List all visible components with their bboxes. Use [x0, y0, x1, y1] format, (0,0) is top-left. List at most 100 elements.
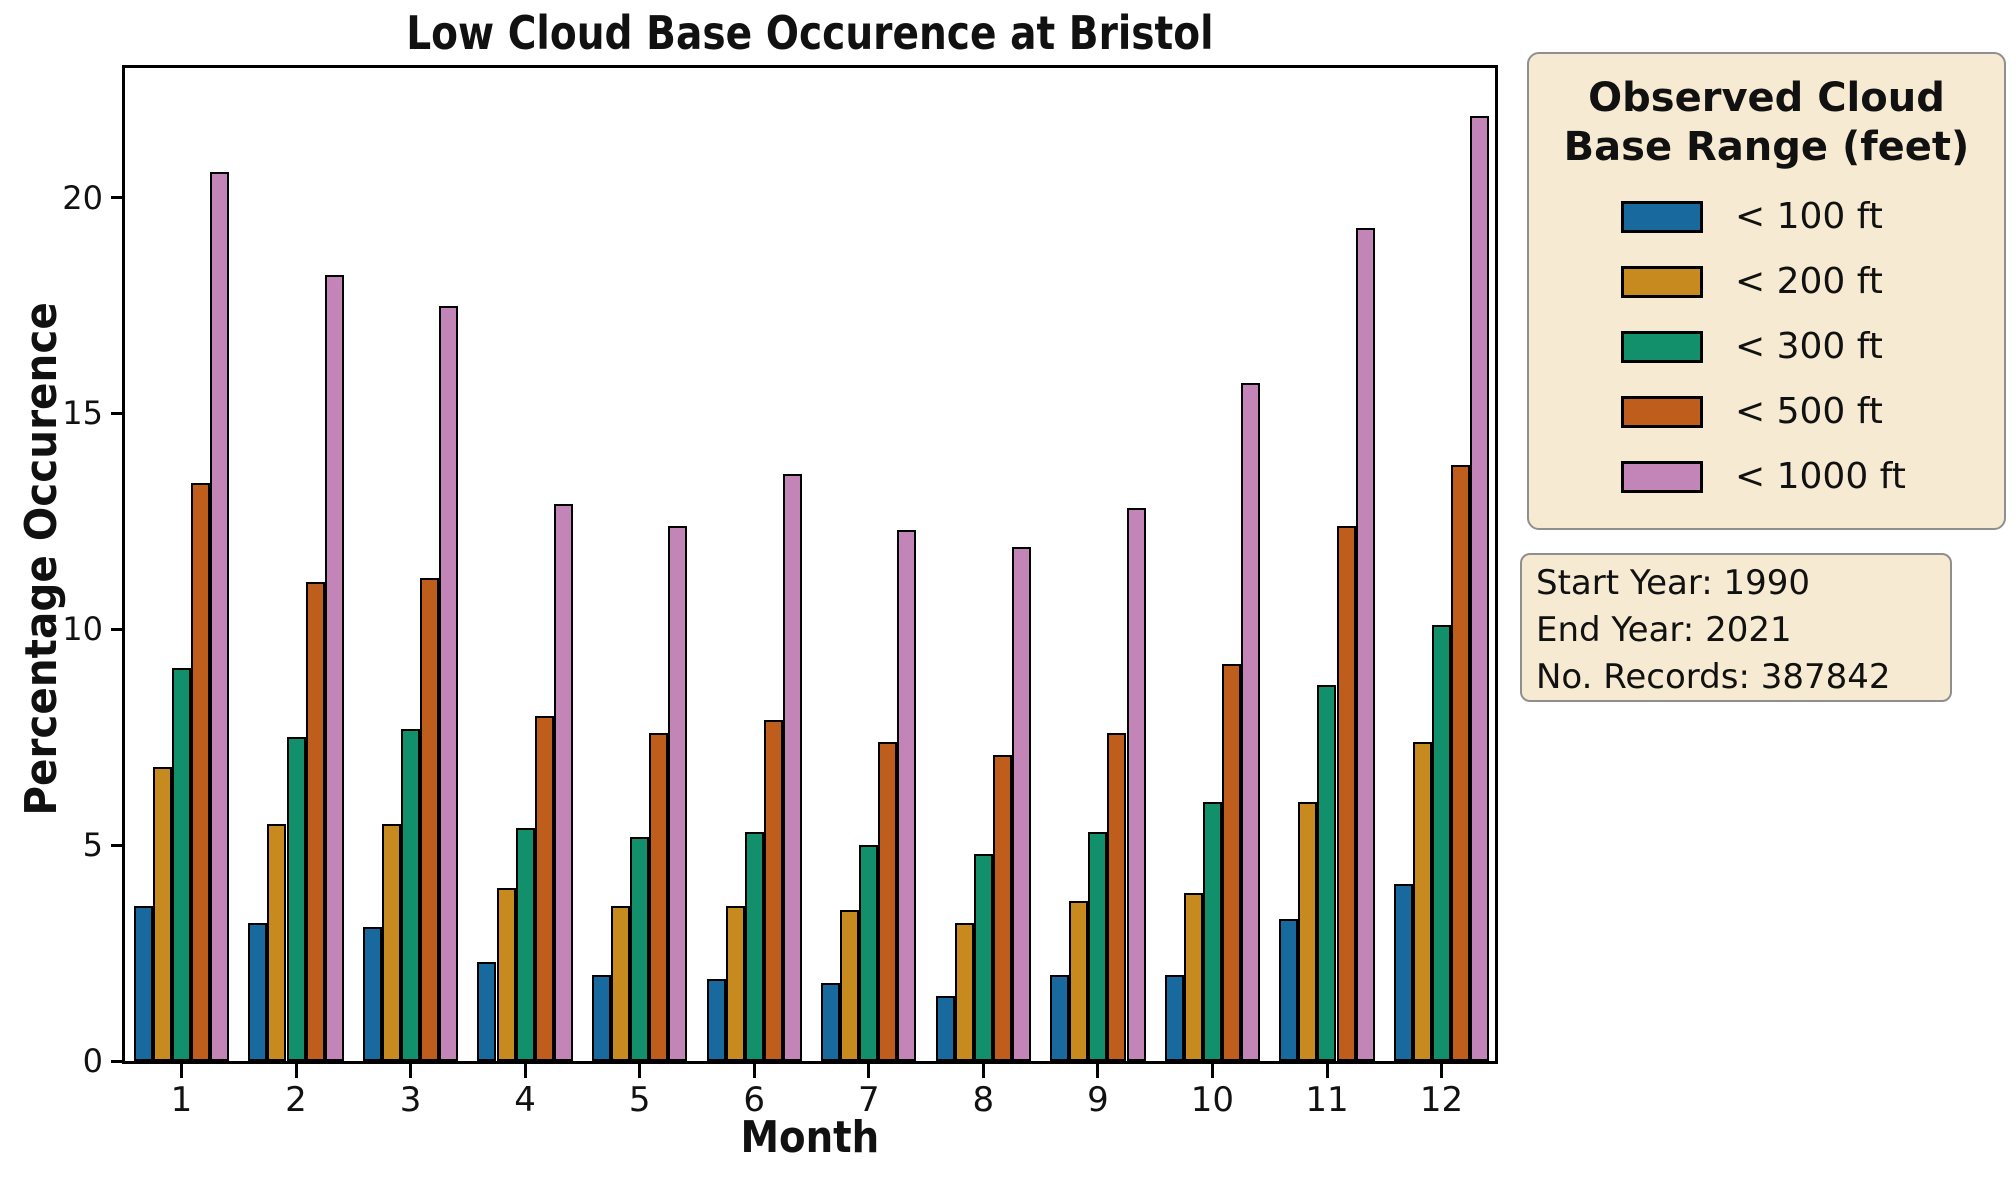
- bar-month6-100ft: [706, 979, 726, 1061]
- x-tick-label-3: 3: [399, 1080, 422, 1120]
- bar-month7-100ft: [821, 983, 841, 1061]
- bar-month12-300ft: [1431, 624, 1451, 1061]
- bar-month1-200ft: [152, 767, 172, 1061]
- x-tick-mark-6: [752, 1064, 756, 1078]
- info-start-year: Start Year: 1990: [1536, 563, 1811, 603]
- bar-month4-500ft: [534, 715, 554, 1061]
- x-tick-label-6: 6: [743, 1080, 765, 1120]
- legend-title: Observed Cloud Base Range (feet): [1529, 74, 2004, 172]
- x-tick-label-4: 4: [514, 1080, 536, 1120]
- bar-month1-300ft: [172, 668, 192, 1061]
- bar-month11-500ft: [1336, 525, 1356, 1061]
- bar-month5-500ft: [649, 732, 669, 1061]
- bar-month2-1000ft: [324, 275, 344, 1061]
- x-tick-mark-5: [638, 1064, 642, 1078]
- bar-month10-1000ft: [1241, 383, 1261, 1061]
- y-tick-label-20: 20: [62, 178, 103, 217]
- legend-label: < 100 ft: [1735, 196, 1883, 237]
- legend-label: < 1000 ft: [1735, 456, 1906, 497]
- info-box: Start Year: 1990 End Year: 2021 No. Reco…: [1520, 553, 1952, 702]
- bar-month2-300ft: [286, 737, 306, 1061]
- bar-month5-1000ft: [668, 525, 688, 1061]
- bar-month11-300ft: [1317, 685, 1337, 1061]
- x-tick-mark-12: [1440, 1064, 1443, 1078]
- y-tick-mark-20: [111, 196, 125, 199]
- x-tick-mark-10: [1210, 1064, 1214, 1078]
- bar-month12-100ft: [1393, 884, 1413, 1061]
- bar-month6-300ft: [744, 832, 764, 1061]
- legend-row-300ft: < 300 ft: [1529, 314, 2004, 379]
- y-axis-label-text: Percentage Occurence: [16, 302, 67, 816]
- legend-row-500ft: < 500 ft: [1529, 379, 2004, 444]
- info-num-records: No. Records: 387842: [1536, 657, 1891, 697]
- chart-title: Low Cloud Base Occurence at Bristol: [122, 6, 1498, 60]
- bar-month6-200ft: [725, 905, 745, 1061]
- bar-month12-500ft: [1451, 465, 1471, 1061]
- bar-month9-500ft: [1107, 732, 1127, 1061]
- x-tick-label-9: 9: [1087, 1080, 1109, 1120]
- legend-swatch-icon: [1621, 460, 1703, 493]
- x-tick-label-11: 11: [1305, 1080, 1349, 1120]
- legend-swatch-icon: [1621, 395, 1703, 428]
- legend-label: < 200 ft: [1735, 261, 1883, 302]
- y-tick-mark-15: [111, 411, 125, 415]
- x-tick-label-8: 8: [972, 1080, 995, 1120]
- bar-month2-200ft: [267, 823, 287, 1061]
- bar-month10-100ft: [1164, 974, 1184, 1061]
- bar-month11-100ft: [1279, 918, 1299, 1061]
- bar-month7-500ft: [878, 741, 898, 1061]
- legend-label: < 500 ft: [1735, 391, 1883, 432]
- bar-month12-200ft: [1412, 741, 1432, 1061]
- legend-label: < 300 ft: [1735, 326, 1883, 367]
- bar-month3-500ft: [420, 577, 440, 1061]
- bar-month10-500ft: [1222, 663, 1242, 1061]
- bar-month4-100ft: [477, 961, 497, 1061]
- bar-month10-300ft: [1202, 802, 1222, 1061]
- legend-entries: < 100 ft < 200 ft < 300 ft < 500 ft < 1000 f…: [1529, 184, 2004, 509]
- x-tick-mark-3: [409, 1064, 413, 1078]
- bar-month8-500ft: [992, 754, 1012, 1061]
- bar-month8-1000ft: [1012, 547, 1032, 1061]
- bar-month11-1000ft: [1355, 227, 1375, 1061]
- y-tick-label-5: 5: [82, 826, 103, 865]
- bar-month5-300ft: [630, 836, 650, 1061]
- bar-month6-500ft: [763, 719, 783, 1061]
- bar-month4-300ft: [515, 827, 535, 1061]
- bar-month7-300ft: [859, 845, 879, 1061]
- bar-month9-300ft: [1088, 832, 1108, 1061]
- legend-row-200ft: < 200 ft: [1529, 249, 2004, 314]
- bar-month6-1000ft: [782, 473, 802, 1061]
- plot-area: [122, 65, 1498, 1064]
- legend-title-line2: Base Range (feet): [1563, 124, 1970, 170]
- legend-title-line1: Observed Cloud: [1588, 75, 1945, 121]
- x-tick-label-1: 1: [170, 1080, 193, 1120]
- bar-month8-100ft: [935, 996, 955, 1061]
- x-tick-label-2: 2: [285, 1080, 307, 1120]
- y-tick-mark-10: [111, 627, 125, 631]
- bar-month12-1000ft: [1470, 115, 1490, 1061]
- bar-month3-200ft: [381, 823, 401, 1061]
- legend-box: Observed Cloud Base Range (feet) < 100 f…: [1527, 52, 2006, 530]
- y-tick-label-0: 0: [82, 1042, 103, 1080]
- bar-month9-1000ft: [1126, 508, 1146, 1061]
- y-tick-label-15: 15: [62, 394, 103, 433]
- x-tick-mark-7: [867, 1064, 871, 1078]
- bar-month3-1000ft: [439, 305, 459, 1061]
- bar-month5-200ft: [611, 905, 631, 1061]
- y-axis-label: Percentage Occurence: [16, 259, 67, 859]
- legend-row-1000ft: < 1000 ft: [1529, 444, 2004, 509]
- x-axis-label: Month: [122, 1112, 1498, 1163]
- bar-month8-200ft: [954, 922, 974, 1061]
- x-tick-label-7: 7: [857, 1080, 880, 1120]
- bar-month9-100ft: [1050, 974, 1070, 1061]
- y-tick-label-10: 10: [62, 610, 103, 649]
- x-tick-mark-2: [294, 1064, 298, 1078]
- bar-month4-1000ft: [553, 504, 573, 1061]
- bar-month2-100ft: [248, 922, 268, 1061]
- legend-swatch-icon: [1621, 200, 1703, 233]
- bar-month5-100ft: [591, 974, 611, 1061]
- chart-title-text: Low Cloud Base Occurence at Bristol: [406, 6, 1214, 60]
- x-tick-label-10: 10: [1190, 1080, 1235, 1120]
- x-tick-mark-8: [981, 1064, 985, 1078]
